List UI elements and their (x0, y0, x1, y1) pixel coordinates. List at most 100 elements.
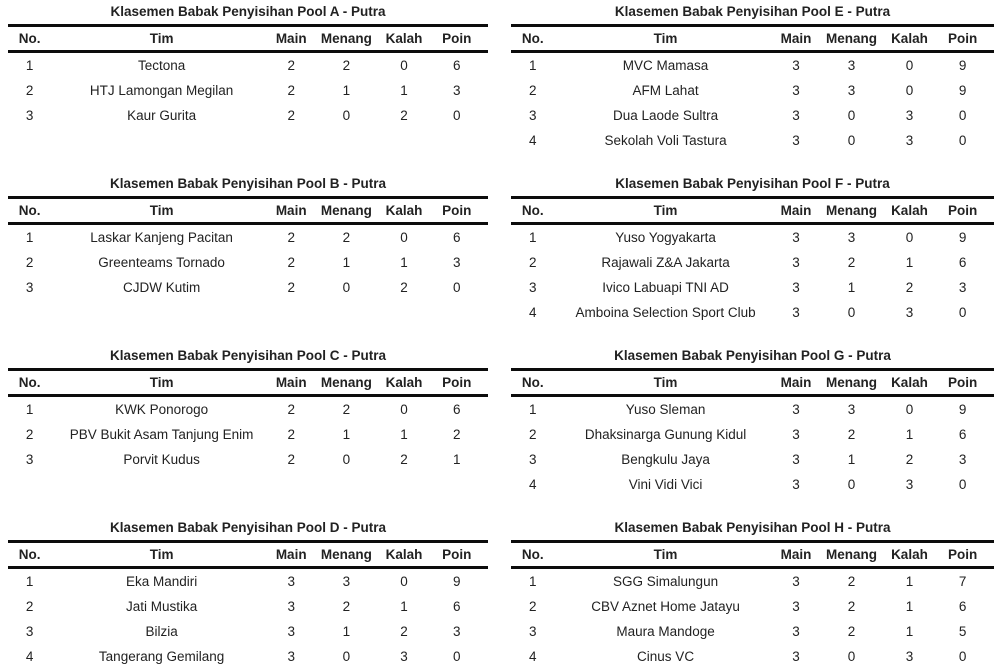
cell-poin: 5 (958, 624, 967, 639)
cell-tim: Tectona (137, 58, 186, 73)
cell-menang: 3 (847, 83, 856, 98)
cell-menang: 1 (342, 624, 351, 639)
pool-title: Klasemen Babak Penyisihan Pool H - Putra (614, 520, 891, 535)
cell-main: 3 (287, 649, 295, 664)
cell-poin: 6 (958, 255, 967, 270)
cell-no: 1 (25, 574, 34, 589)
pool-block: Klasemen Babak Penyisihan Pool B - Putra… (8, 174, 488, 346)
cell-main: 2 (287, 402, 295, 417)
column-header-menang: Menang (310, 197, 383, 225)
table-row: 2 Jati Mustika 3 2 1 6 (8, 594, 488, 619)
cell-kalah: 2 (400, 624, 408, 639)
cell-kalah: 2 (400, 108, 408, 123)
cell-menang: 2 (847, 574, 856, 589)
cell-kalah: 0 (905, 402, 914, 417)
cell-no: 2 (528, 83, 537, 98)
column-header-menang: Menang (310, 25, 383, 53)
pool-block: Klasemen Babak Penyisihan Pool A - Putra… (8, 2, 488, 174)
table-row: 1 Laskar Kanjeng Pacitan 2 2 0 6 (8, 224, 488, 251)
column-header-kalah: Kalah (887, 197, 932, 225)
cell-main: 3 (287, 624, 295, 639)
cell-poin: 3 (453, 624, 461, 639)
cell-tim: Kaur Gurita (127, 108, 197, 123)
table-body: 1 MVC Mamasa 3 3 0 9 2 AFM Lahat 3 3 0 9 3 Dua Laode … (511, 52, 994, 154)
column-header-no: No. (511, 541, 555, 569)
column-header-tim: Tim (51, 25, 272, 53)
cell-no: 1 (25, 58, 34, 73)
header-row: No. Tim Main Menang Kalah Poin (8, 369, 488, 397)
cell-tim: Bengkulu Jaya (621, 452, 710, 467)
column-header-main: Main (272, 369, 311, 397)
column-header-poin: Poin (425, 197, 488, 225)
column-header-kalah: Kalah (382, 25, 426, 53)
cell-kalah: 1 (905, 599, 914, 614)
cell-tim: Vini Vidi Vici (628, 477, 703, 492)
column-header-tim: Tim (554, 541, 777, 569)
cell-tim: Tangerang Gemilang (98, 649, 225, 664)
cell-main: 3 (792, 402, 800, 417)
cell-kalah: 1 (400, 427, 408, 442)
column-header-tim: Tim (51, 369, 272, 397)
cell-kalah: 1 (400, 255, 408, 270)
cell-no: 3 (25, 108, 34, 123)
cell-main: 3 (792, 624, 800, 639)
table-row: 2 Greenteams Tornado 2 1 1 3 (8, 250, 488, 275)
cell-menang: 0 (342, 280, 351, 295)
header-row: No. Tim Main Menang Kalah Poin (511, 369, 994, 397)
cell-tim: SGG Simalungun (613, 574, 719, 589)
column-header-main: Main (776, 25, 816, 53)
cell-tim: PBV Bukit Asam Tanjung Enim (69, 427, 254, 442)
cell-tim: Cinus VC (637, 649, 695, 664)
table-row: 1 Yuso Yogyakarta 3 3 0 9 (511, 224, 994, 251)
column-header-poin: Poin (931, 197, 994, 225)
cell-tim: Jati Mustika (125, 599, 198, 614)
cell-menang: 2 (847, 255, 856, 270)
table-body: 1 KWK Ponorogo 2 2 0 6 2 PBV Bukit Asam Tanjung… (8, 396, 488, 473)
pool-title: Klasemen Babak Penyisihan Pool A - Putra (110, 4, 386, 19)
cell-no: 4 (528, 649, 537, 664)
cell-kalah: 0 (905, 83, 914, 98)
cell-poin: 9 (453, 574, 461, 589)
cell-tim: Greenteams Tornado (98, 255, 225, 270)
cell-main: 3 (792, 230, 800, 245)
cell-menang: 2 (342, 402, 351, 417)
column-header-no: No. (511, 25, 555, 53)
cell-kalah: 0 (905, 58, 914, 73)
table-row: 1 KWK Ponorogo 2 2 0 6 (8, 396, 488, 423)
cell-no: 4 (528, 133, 537, 148)
header-row: No. Tim Main Menang Kalah Poin (8, 197, 488, 225)
cell-no: 1 (25, 402, 34, 417)
column-header-menang: Menang (815, 369, 888, 397)
table-row: 3 Dua Laode Sultra 3 0 3 0 (511, 103, 994, 128)
cell-kalah: 1 (905, 574, 914, 589)
cell-menang: 2 (847, 427, 856, 442)
cell-main: 3 (792, 477, 800, 492)
column-header-no: No. (8, 369, 52, 397)
cell-menang: 0 (847, 477, 856, 492)
cell-no: 3 (25, 452, 34, 467)
cell-menang: 0 (342, 108, 351, 123)
table-body: 1 Tectona 2 2 0 6 2 HTJ Lamongan Megilan 2 1 1 3 3 Ka… (8, 52, 488, 129)
cell-poin: 9 (958, 230, 967, 245)
header-row: No. Tim Main Menang Kalah Poin (511, 541, 994, 569)
cell-menang: 0 (342, 649, 351, 664)
cell-kalah: 3 (905, 649, 914, 664)
cell-kalah: 3 (905, 305, 914, 320)
column-header-kalah: Kalah (887, 369, 932, 397)
table-row: 1 Eka Mandiri 3 3 0 9 (8, 568, 488, 595)
column-header-tim: Tim (554, 197, 777, 225)
cell-menang: 0 (847, 649, 856, 664)
cell-poin: 6 (453, 230, 461, 245)
table-row: 3 Bilzia 3 1 2 3 (8, 619, 488, 644)
cell-main: 2 (287, 280, 295, 295)
table-row: 1 MVC Mamasa 3 3 0 9 (511, 52, 994, 79)
cell-poin: 6 (453, 599, 461, 614)
cell-tim: Eka Mandiri (125, 574, 198, 589)
column-header-no: No. (8, 541, 52, 569)
cell-main: 2 (287, 83, 295, 98)
table-row: 2 Dhaksinarga Gunung Kidul 3 2 1 6 (511, 422, 994, 447)
cell-menang: 1 (342, 255, 351, 270)
cell-menang: 2 (342, 230, 351, 245)
cell-main: 2 (287, 58, 295, 73)
cell-no: 1 (528, 230, 537, 245)
